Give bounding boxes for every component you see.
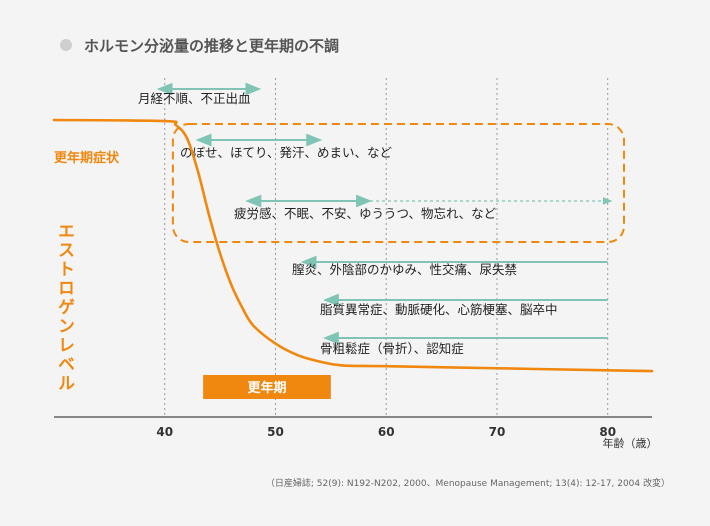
x-tick-label-50: 50 (267, 425, 284, 439)
menopause-bar (203, 375, 331, 399)
chart-title: ホルモン分泌量の推移と更年期の不調 (84, 37, 339, 55)
menopause-period: 更年期 (203, 375, 331, 399)
annotations: 月経不順、不正出血のぼせ、ほてり、発汗、めまい、など疲労感、不眠、不安、ゆううつ… (138, 82, 613, 356)
annotation-label-3: 膣炎、外陰部のかゆみ、性交痛、尿失禁 (292, 262, 517, 277)
symptom-group-box (171, 123, 625, 243)
series-layer (52, 118, 654, 373)
x-tick-label-60: 60 (378, 425, 395, 439)
title-bullet-icon (60, 39, 72, 51)
estrogen-line-0 (52, 118, 654, 373)
y-axis-label: エストロゲンレベル (54, 222, 75, 393)
annotation-label-2: 疲労感、不眠、不安、ゆううつ、物忘れ、など (234, 206, 497, 221)
symptom-group (171, 123, 625, 243)
source-note: （日産婦誌; 52(9): N192-N202, 2000、Menopause … (266, 477, 670, 489)
x-tick-label-40: 40 (156, 425, 173, 439)
annotation-label-1: のぼせ、ほてり、発汗、めまい、など (180, 145, 393, 160)
annotation-label-4: 脂質異常症、動脈硬化、心筋梗塞、脳卒中 (320, 302, 558, 317)
annotation-label-5: 骨粗鬆症（骨折）、認知症 (320, 341, 464, 356)
x-axis: 40 50 60 70 80 (54, 416, 652, 439)
annotation-label-0: 月経不順、不正出血 (138, 91, 251, 106)
x-axis-label: 年齢（歳） (603, 436, 658, 450)
menopause-bar-label: 更年期 (247, 380, 286, 396)
x-tick-label-80: 80 (599, 425, 616, 439)
group-label: 更年期症状 (54, 150, 120, 166)
x-tick-label-70: 70 (489, 425, 506, 439)
